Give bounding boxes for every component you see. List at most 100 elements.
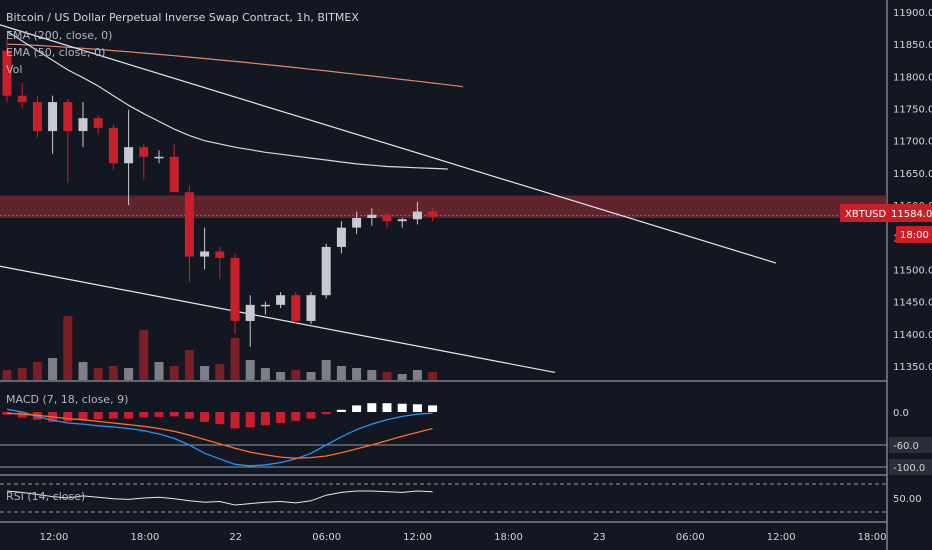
candle-body[interactable] xyxy=(367,214,377,218)
macd-histogram-bar xyxy=(154,412,164,417)
volume-bar xyxy=(154,362,164,380)
ema200-line[interactable] xyxy=(6,43,464,88)
ema50-line[interactable] xyxy=(6,30,448,170)
ema50-legend[interactable]: EMA (50, close, 0) xyxy=(6,46,105,59)
macd-histogram-bar xyxy=(200,412,210,422)
candle-body[interactable] xyxy=(200,251,210,257)
macd-histogram-bar xyxy=(93,412,103,420)
macd-axis-tick: 0.0 xyxy=(893,408,909,419)
candle-body[interactable] xyxy=(321,246,331,296)
rsi-line[interactable] xyxy=(6,490,433,506)
volume-bar xyxy=(78,362,88,380)
candle-body[interactable] xyxy=(63,102,73,132)
candle-body[interactable] xyxy=(48,102,58,132)
time-axis-tick: 12:00 xyxy=(403,532,432,543)
volume-bar xyxy=(17,368,27,380)
time-axis-tick: 12:00 xyxy=(767,532,796,543)
candle-body[interactable] xyxy=(154,156,164,159)
ema200-legend[interactable]: EMA (200, close, 0) xyxy=(6,29,112,42)
macd-histogram-bar xyxy=(352,405,362,412)
volume-bar xyxy=(276,372,286,380)
candle-body[interactable] xyxy=(108,127,118,164)
time-axis-tick: 18:00 xyxy=(494,532,523,543)
volume-bar xyxy=(291,370,301,380)
volume-bar xyxy=(260,368,270,380)
candle-body[interactable] xyxy=(124,147,134,164)
signal-line[interactable] xyxy=(6,412,433,459)
candle-body[interactable] xyxy=(336,227,346,247)
price-axis-tick: 11700.0 xyxy=(893,137,932,148)
time-axis-tick: 23 xyxy=(593,532,606,543)
candle-body[interactable] xyxy=(260,304,270,307)
candle-body[interactable] xyxy=(169,156,179,193)
macd-axis-tag xyxy=(889,437,932,453)
volume-bar xyxy=(184,350,194,380)
volume-bar xyxy=(32,362,42,380)
price-axis-tick: 11900.0 xyxy=(893,8,932,19)
macd-axis-tick: -100.0 xyxy=(893,463,925,474)
descending-trendline[interactable] xyxy=(0,24,777,264)
candle-body[interactable] xyxy=(2,50,12,96)
candle-body[interactable] xyxy=(382,214,392,222)
volume-bar xyxy=(336,366,346,380)
macd-histogram-bar xyxy=(306,412,316,419)
candle-body[interactable] xyxy=(276,295,286,305)
volume-bar xyxy=(352,368,362,380)
macd-histogram-bar xyxy=(184,412,194,419)
macd-histogram-bar xyxy=(336,409,346,412)
time-tag-label: 18:00 xyxy=(900,230,929,241)
candle-body[interactable] xyxy=(78,118,88,132)
price-axis-tick: 11350.0 xyxy=(893,362,932,373)
candle-body[interactable] xyxy=(397,219,407,222)
candle-body[interactable] xyxy=(352,217,362,228)
candle-body[interactable] xyxy=(17,95,27,103)
volume-legend[interactable]: Vol xyxy=(6,63,22,76)
macd-axis-tick: -60.0 xyxy=(893,441,919,452)
candle-body[interactable] xyxy=(215,251,225,258)
macd-histogram-bar xyxy=(397,403,407,412)
candle-body[interactable] xyxy=(412,211,422,220)
macd-line[interactable] xyxy=(6,408,433,467)
rsi-legend[interactable]: RSI (14, close) xyxy=(6,490,85,503)
candle-body[interactable] xyxy=(428,211,438,217)
volume-bar xyxy=(367,370,377,380)
volume-bar xyxy=(108,366,118,380)
time-axis-tick: 22 xyxy=(229,532,242,543)
candle-body[interactable] xyxy=(245,304,255,321)
macd-histogram-bar xyxy=(382,403,392,412)
lower-trendline[interactable] xyxy=(0,265,556,374)
volume-bar xyxy=(124,368,134,380)
volume-bar xyxy=(169,366,179,380)
macd-axis-tag xyxy=(889,459,932,475)
chart-title: Bitcoin / US Dollar Perpetual Inverse Sw… xyxy=(6,11,359,24)
candle-body[interactable] xyxy=(93,118,103,128)
volume-bar xyxy=(63,316,73,380)
macd-histogram-bar xyxy=(169,412,179,417)
volume-bar xyxy=(230,338,240,380)
macd-histogram-bar xyxy=(428,405,438,412)
candle-body[interactable] xyxy=(139,147,149,157)
time-tag xyxy=(896,226,932,243)
candle-body[interactable] xyxy=(291,295,301,321)
macd-histogram-bar xyxy=(412,404,422,412)
resistance-zone[interactable] xyxy=(0,195,887,218)
price-axis-tick: 11850.0 xyxy=(893,40,932,51)
macd-histogram-bar xyxy=(78,412,88,421)
volume-bar xyxy=(139,330,149,380)
price-axis-tick: 11750.0 xyxy=(893,105,932,116)
price-tag xyxy=(888,204,932,222)
candle-body[interactable] xyxy=(230,257,240,321)
macd-histogram-bar xyxy=(245,412,255,428)
candle-body[interactable] xyxy=(184,192,194,257)
macd-legend[interactable]: MACD (7, 18, close, 9) xyxy=(6,393,128,406)
volume-bar xyxy=(48,358,58,380)
candle-body[interactable] xyxy=(306,295,316,321)
symbol-tag xyxy=(840,204,888,222)
candle-body[interactable] xyxy=(32,102,42,132)
price-axis-tick: 11400.0 xyxy=(893,330,932,341)
price-axis-tick: 11500.0 xyxy=(893,265,932,276)
volume-bar xyxy=(245,360,255,380)
time-axis-tick: 18:00 xyxy=(858,532,887,543)
